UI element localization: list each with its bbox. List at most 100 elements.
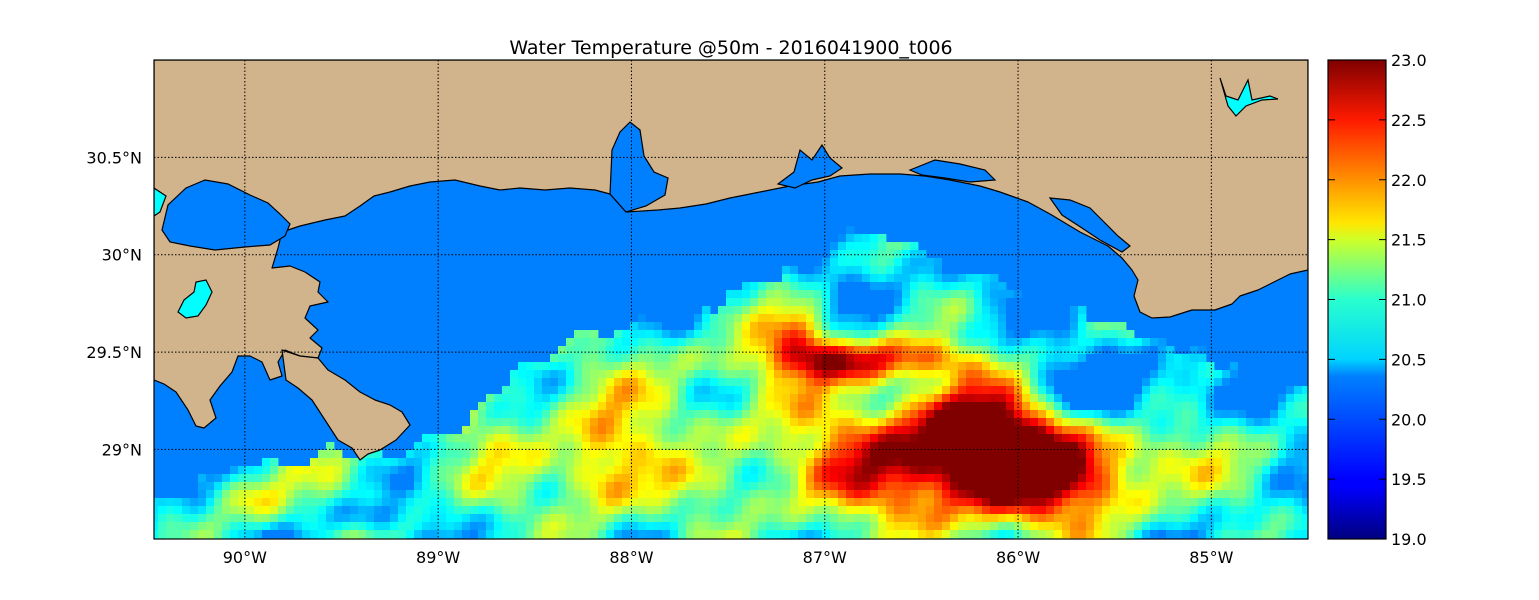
temperature-cell <box>750 530 759 539</box>
temperature-cell <box>750 346 759 355</box>
temperature-cell <box>910 322 919 331</box>
temperature-cell <box>502 410 511 419</box>
temperature-cell <box>1142 530 1151 539</box>
temperature-cell <box>694 314 703 323</box>
temperature-cell <box>326 506 335 515</box>
temperature-cell <box>846 418 855 427</box>
temperature-cell <box>782 522 791 531</box>
temperature-cell <box>590 370 599 379</box>
temperature-cell <box>934 314 943 323</box>
temperature-cell <box>662 522 671 531</box>
temperature-cell <box>374 458 383 467</box>
temperature-cell <box>1102 402 1111 411</box>
temperature-cell <box>646 378 655 387</box>
temperature-cell <box>214 498 223 507</box>
temperature-cell <box>702 330 711 339</box>
temperature-cell <box>390 482 399 491</box>
temperature-cell <box>1150 402 1159 411</box>
temperature-cell <box>870 258 879 267</box>
temperature-cell <box>966 298 975 307</box>
temperature-cell <box>950 458 959 467</box>
temperature-cell <box>654 506 663 515</box>
temperature-cell <box>414 442 423 451</box>
temperature-cell <box>206 482 215 491</box>
temperature-cell <box>1142 466 1151 475</box>
temperature-cell <box>414 498 423 507</box>
temperature-cell <box>1254 506 1263 515</box>
temperature-cell <box>446 466 455 475</box>
temperature-cell <box>934 282 943 291</box>
temperature-cell <box>734 490 743 499</box>
temperature-cell <box>1126 394 1135 403</box>
temperature-cell <box>862 474 871 483</box>
temperature-cell <box>1110 458 1119 467</box>
temperature-cell <box>678 426 687 435</box>
temperature-cell <box>1046 402 1055 411</box>
temperature-cell <box>934 258 943 267</box>
temperature-cell <box>742 418 751 427</box>
temperature-cell <box>230 458 239 467</box>
temperature-cell <box>318 466 327 475</box>
temperature-cell <box>982 514 991 523</box>
temperature-cell <box>902 322 911 331</box>
temperature-cell <box>806 458 815 467</box>
temperature-cell <box>870 298 879 307</box>
temperature-cell <box>1014 530 1023 539</box>
temperature-cell <box>870 394 879 403</box>
temperature-cell <box>646 482 655 491</box>
temperature-cell <box>974 490 983 499</box>
temperature-cell <box>662 314 671 323</box>
temperature-cell <box>446 530 455 539</box>
temperature-cell <box>902 418 911 427</box>
temperature-cell <box>974 330 983 339</box>
temperature-cell <box>294 530 303 539</box>
temperature-cell <box>238 506 247 515</box>
temperature-cell <box>1070 386 1079 395</box>
temperature-cell <box>934 458 943 467</box>
temperature-cell <box>198 498 207 507</box>
temperature-cell <box>726 362 735 371</box>
temperature-cell <box>486 418 495 427</box>
temperature-cell <box>1014 314 1023 323</box>
temperature-cell <box>1094 386 1103 395</box>
temperature-cell <box>1054 306 1063 315</box>
temperature-cell <box>1110 530 1119 539</box>
temperature-cell <box>414 482 423 491</box>
temperature-cell <box>902 314 911 323</box>
temperature-cell <box>990 378 999 387</box>
temperature-cell <box>862 402 871 411</box>
temperature-cell <box>1054 386 1063 395</box>
temperature-cell <box>1054 410 1063 419</box>
temperature-cell <box>846 298 855 307</box>
temperature-cell <box>1086 322 1095 331</box>
temperature-cell <box>1038 458 1047 467</box>
temperature-cell <box>886 258 895 267</box>
temperature-cell <box>702 314 711 323</box>
temperature-cell <box>926 290 935 299</box>
temperature-cell <box>1118 450 1127 459</box>
temperature-cell <box>1134 522 1143 531</box>
temperature-cell <box>918 514 927 523</box>
temperature-cell <box>1006 298 1015 307</box>
temperature-cell <box>838 306 847 315</box>
temperature-cell <box>726 322 735 331</box>
temperature-cell <box>934 306 943 315</box>
temperature-cell <box>814 266 823 275</box>
temperature-cell <box>1198 450 1207 459</box>
temperature-cell <box>1046 442 1055 451</box>
temperature-cell <box>366 522 375 531</box>
temperature-cell <box>254 490 263 499</box>
temperature-cell <box>838 514 847 523</box>
temperature-cell <box>614 522 623 531</box>
temperature-cell <box>1062 442 1071 451</box>
temperature-cell <box>1214 402 1223 411</box>
temperature-cell <box>1238 530 1247 539</box>
temperature-cell <box>886 314 895 323</box>
temperature-cell <box>966 274 975 283</box>
temperature-cell <box>750 298 759 307</box>
temperature-cell <box>606 378 615 387</box>
temperature-cell <box>758 282 767 291</box>
temperature-cell <box>678 418 687 427</box>
temperature-cell <box>870 330 879 339</box>
temperature-cell <box>1006 290 1015 299</box>
